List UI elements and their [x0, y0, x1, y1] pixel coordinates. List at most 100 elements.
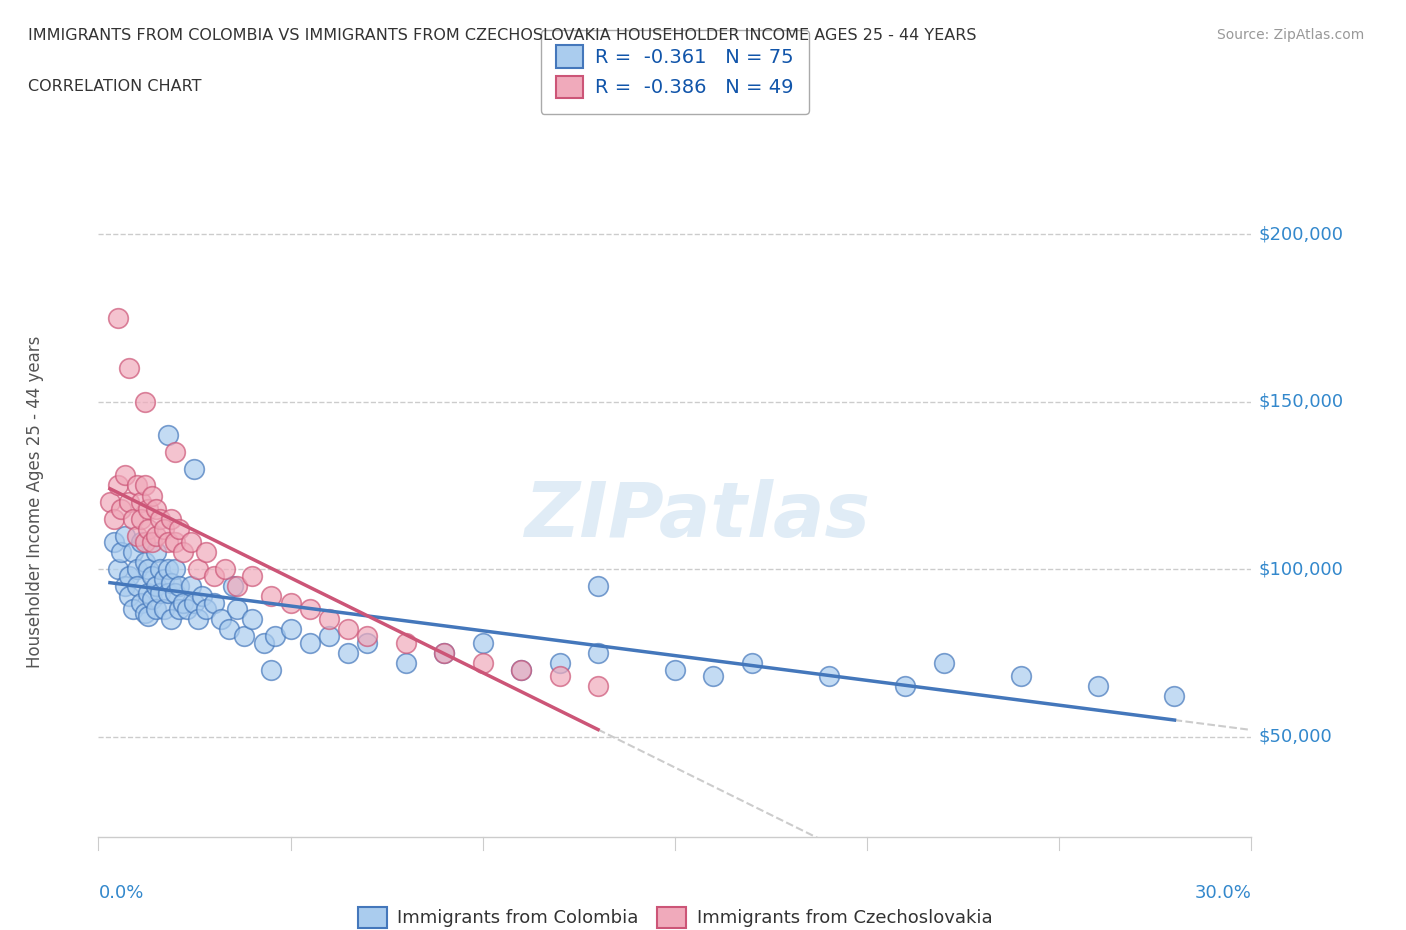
Point: [817, 669, 839, 684]
Point: [107, 311, 129, 325]
Point: [156, 562, 179, 577]
Point: [260, 589, 283, 604]
Point: [118, 361, 141, 376]
Text: CORRELATION CHART: CORRELATION CHART: [28, 79, 201, 94]
Point: [134, 478, 156, 493]
Point: [202, 568, 225, 583]
Point: [149, 585, 172, 600]
Point: [187, 562, 209, 577]
Point: [129, 495, 152, 510]
Point: [195, 545, 218, 560]
Point: [134, 535, 156, 550]
Point: [165, 445, 187, 459]
Point: [134, 605, 156, 620]
Point: [118, 568, 141, 583]
Point: [138, 501, 160, 516]
Point: [152, 602, 174, 617]
Point: [510, 662, 533, 677]
Point: [702, 669, 724, 684]
Point: [145, 602, 167, 617]
Point: [138, 522, 160, 537]
Point: [337, 645, 360, 660]
Point: [122, 512, 145, 526]
Text: Householder Income Ages 25 - 44 years: Householder Income Ages 25 - 44 years: [25, 336, 44, 669]
Point: [122, 602, 145, 617]
Point: [172, 595, 194, 610]
Text: 30.0%: 30.0%: [1195, 884, 1251, 902]
Point: [548, 669, 571, 684]
Point: [586, 645, 609, 660]
Point: [122, 545, 145, 560]
Point: [225, 602, 247, 617]
Point: [260, 662, 283, 677]
Point: [395, 656, 418, 671]
Point: [298, 602, 321, 617]
Point: [165, 535, 187, 550]
Point: [107, 562, 129, 577]
Point: [141, 591, 163, 606]
Point: [138, 562, 160, 577]
Point: [125, 528, 148, 543]
Point: [218, 622, 240, 637]
Point: [471, 656, 494, 671]
Point: [149, 512, 172, 526]
Text: $150,000: $150,000: [1258, 392, 1344, 411]
Point: [129, 512, 152, 526]
Point: [165, 562, 187, 577]
Point: [167, 522, 190, 537]
Point: [167, 578, 190, 593]
Point: [395, 635, 418, 650]
Point: [110, 545, 132, 560]
Point: [141, 568, 163, 583]
Text: $50,000: $50,000: [1258, 727, 1331, 746]
Point: [586, 578, 609, 593]
Point: [165, 585, 187, 600]
Point: [125, 562, 148, 577]
Point: [195, 602, 218, 617]
Point: [298, 635, 321, 650]
Point: [356, 635, 378, 650]
Text: Source: ZipAtlas.com: Source: ZipAtlas.com: [1216, 28, 1364, 42]
Text: ZIPatlas: ZIPatlas: [524, 479, 870, 552]
Point: [180, 578, 202, 593]
Point: [118, 495, 141, 510]
Point: [202, 595, 225, 610]
Point: [183, 595, 205, 610]
Point: [894, 679, 917, 694]
Point: [471, 635, 494, 650]
Point: [222, 578, 245, 593]
Point: [318, 629, 340, 644]
Point: [167, 602, 190, 617]
Point: [160, 612, 183, 627]
Point: [1087, 679, 1109, 694]
Point: [149, 562, 172, 577]
Point: [118, 589, 141, 604]
Point: [337, 622, 360, 637]
Point: [138, 608, 160, 623]
Text: 0.0%: 0.0%: [98, 884, 143, 902]
Point: [1163, 689, 1185, 704]
Point: [98, 495, 121, 510]
Point: [264, 629, 287, 644]
Point: [156, 535, 179, 550]
Point: [152, 522, 174, 537]
Point: [145, 501, 167, 516]
Point: [160, 575, 183, 590]
Point: [103, 512, 125, 526]
Legend: Immigrants from Colombia, Immigrants from Czechoslovakia: Immigrants from Colombia, Immigrants fro…: [350, 900, 1000, 930]
Point: [932, 656, 955, 671]
Point: [145, 545, 167, 560]
Point: [191, 589, 214, 604]
Point: [114, 468, 136, 483]
Point: [356, 629, 378, 644]
Point: [107, 478, 129, 493]
Point: [129, 595, 152, 610]
Point: [110, 501, 132, 516]
Point: [145, 528, 167, 543]
Point: [741, 656, 763, 671]
Point: [114, 528, 136, 543]
Point: [225, 578, 247, 593]
Point: [125, 478, 148, 493]
Point: [125, 578, 148, 593]
Point: [176, 602, 198, 617]
